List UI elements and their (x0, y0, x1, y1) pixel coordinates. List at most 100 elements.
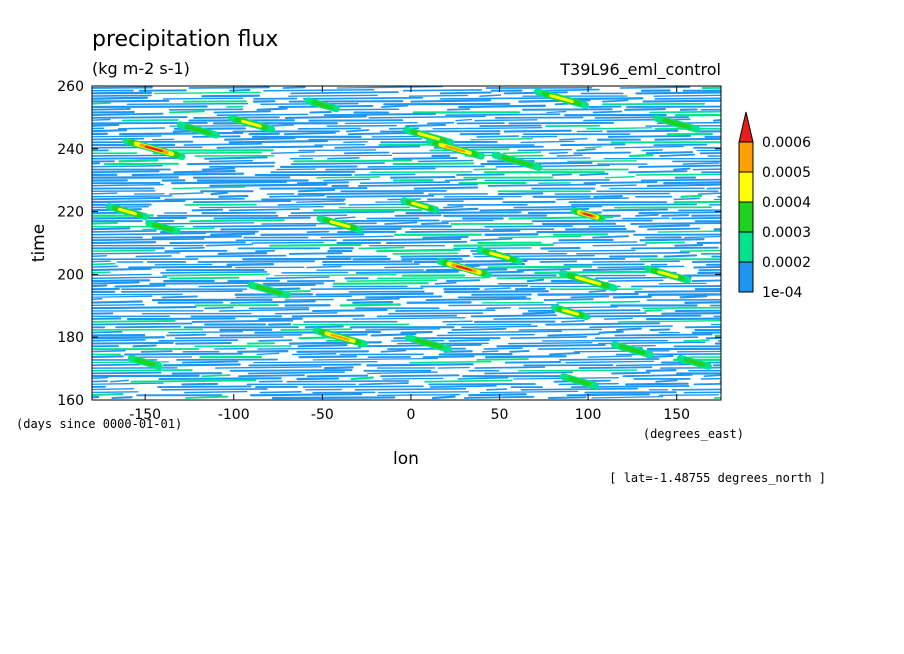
contour-segment (663, 181, 721, 185)
contour-segment (614, 145, 684, 149)
contour-segment (701, 86, 721, 90)
contour-segment (700, 377, 721, 380)
contour-segment (479, 207, 590, 212)
contour-segment (560, 143, 626, 147)
contour-segment (591, 395, 664, 399)
contour-segment (158, 339, 239, 342)
contour-segment (380, 349, 407, 353)
contour-segment (645, 368, 677, 372)
contour-segment (683, 274, 721, 277)
contour-segment (616, 363, 699, 367)
contour-segment (712, 119, 721, 122)
contour-segment (630, 246, 719, 250)
colorbar-box (738, 171, 754, 203)
contour-segment (151, 235, 243, 239)
contour-segment (92, 99, 170, 103)
contour-segment (615, 327, 643, 332)
contour-segment (401, 257, 463, 261)
contour-segment (392, 157, 458, 160)
y-tick-label: 260 (57, 79, 84, 95)
contour-segment (92, 237, 205, 242)
contour-segment (646, 227, 701, 231)
contour-segment (628, 170, 688, 174)
contour-segment (587, 355, 633, 358)
contour-segment (422, 355, 475, 359)
contour-segment (382, 377, 444, 380)
precip-feature (610, 341, 654, 359)
contour-segment (576, 251, 690, 255)
contour-segment (607, 134, 692, 138)
contour-segment (92, 265, 119, 268)
contour-segment (493, 317, 591, 320)
contour-segment (673, 200, 721, 204)
contour-segment (579, 172, 609, 176)
contour-segment (640, 178, 721, 182)
feature-contour (330, 333, 350, 341)
contour-segment (484, 371, 574, 375)
contour-segment (507, 157, 591, 160)
contour-segment (263, 88, 375, 92)
contour-segment (384, 221, 418, 225)
contour-segment (448, 339, 490, 342)
feature-contour (185, 124, 212, 136)
contour-segment (297, 344, 348, 348)
contour-segment (604, 175, 635, 179)
contour-segment (671, 388, 721, 391)
contour-segment (603, 317, 634, 320)
contour-segment (92, 395, 100, 399)
contour-segment (303, 96, 424, 100)
contour-segment (693, 265, 721, 269)
contour-segment (455, 118, 473, 122)
contour-segment (683, 339, 710, 342)
contour-segment (413, 186, 479, 190)
contour-segment (606, 129, 679, 133)
contour-segment (551, 173, 573, 176)
contour-segment (365, 328, 441, 331)
contour-segment (367, 371, 438, 375)
precip-feature (425, 138, 485, 160)
x-tick-label: -100 (218, 407, 250, 423)
contour-segment (322, 260, 413, 264)
colorbar-label: 0.0004 (762, 195, 811, 211)
contour-segment (296, 181, 350, 185)
contour-segment (290, 210, 395, 214)
contour-segment (185, 254, 287, 258)
contour-segment (644, 241, 686, 244)
contour-segment (573, 151, 632, 155)
contour-segment (350, 376, 374, 381)
feature-contour (241, 119, 262, 128)
contour-segment (380, 374, 460, 378)
contour-segment (339, 303, 401, 307)
contour-segment (92, 300, 143, 304)
precip-feature (145, 219, 181, 235)
contour-segment (312, 308, 388, 313)
contour-segment (92, 279, 151, 283)
contour-segment (168, 108, 244, 111)
contour-segment (306, 265, 342, 269)
contour-segment (284, 298, 334, 301)
contour-segment (377, 394, 461, 396)
contour-segment (589, 325, 674, 329)
contour-segment (169, 276, 240, 280)
y-tick-label: 220 (57, 205, 84, 221)
contour-segment (296, 200, 345, 203)
contour-segment (444, 178, 478, 182)
contour-segment (92, 322, 193, 326)
colorbar: 1e-04 0.0002 0.0003 0.0004 0.0005 0.0006 (738, 111, 811, 301)
contour-segment (201, 167, 236, 171)
contour-segment (699, 152, 721, 155)
contour-segment (683, 391, 721, 394)
contour-segment (92, 112, 164, 116)
colorbar-label: 0.0003 (762, 225, 811, 241)
contour-segment (417, 159, 474, 163)
contour-segment (126, 102, 249, 106)
contour-segment (697, 192, 721, 195)
contour-segment (291, 352, 337, 356)
contour-segment (697, 271, 721, 275)
contour-segment (547, 396, 587, 399)
contour-segment (92, 284, 108, 288)
contour-segment (298, 149, 377, 152)
contour-segment (539, 260, 578, 263)
contour-segment (214, 366, 322, 369)
precip-feature (122, 137, 186, 161)
